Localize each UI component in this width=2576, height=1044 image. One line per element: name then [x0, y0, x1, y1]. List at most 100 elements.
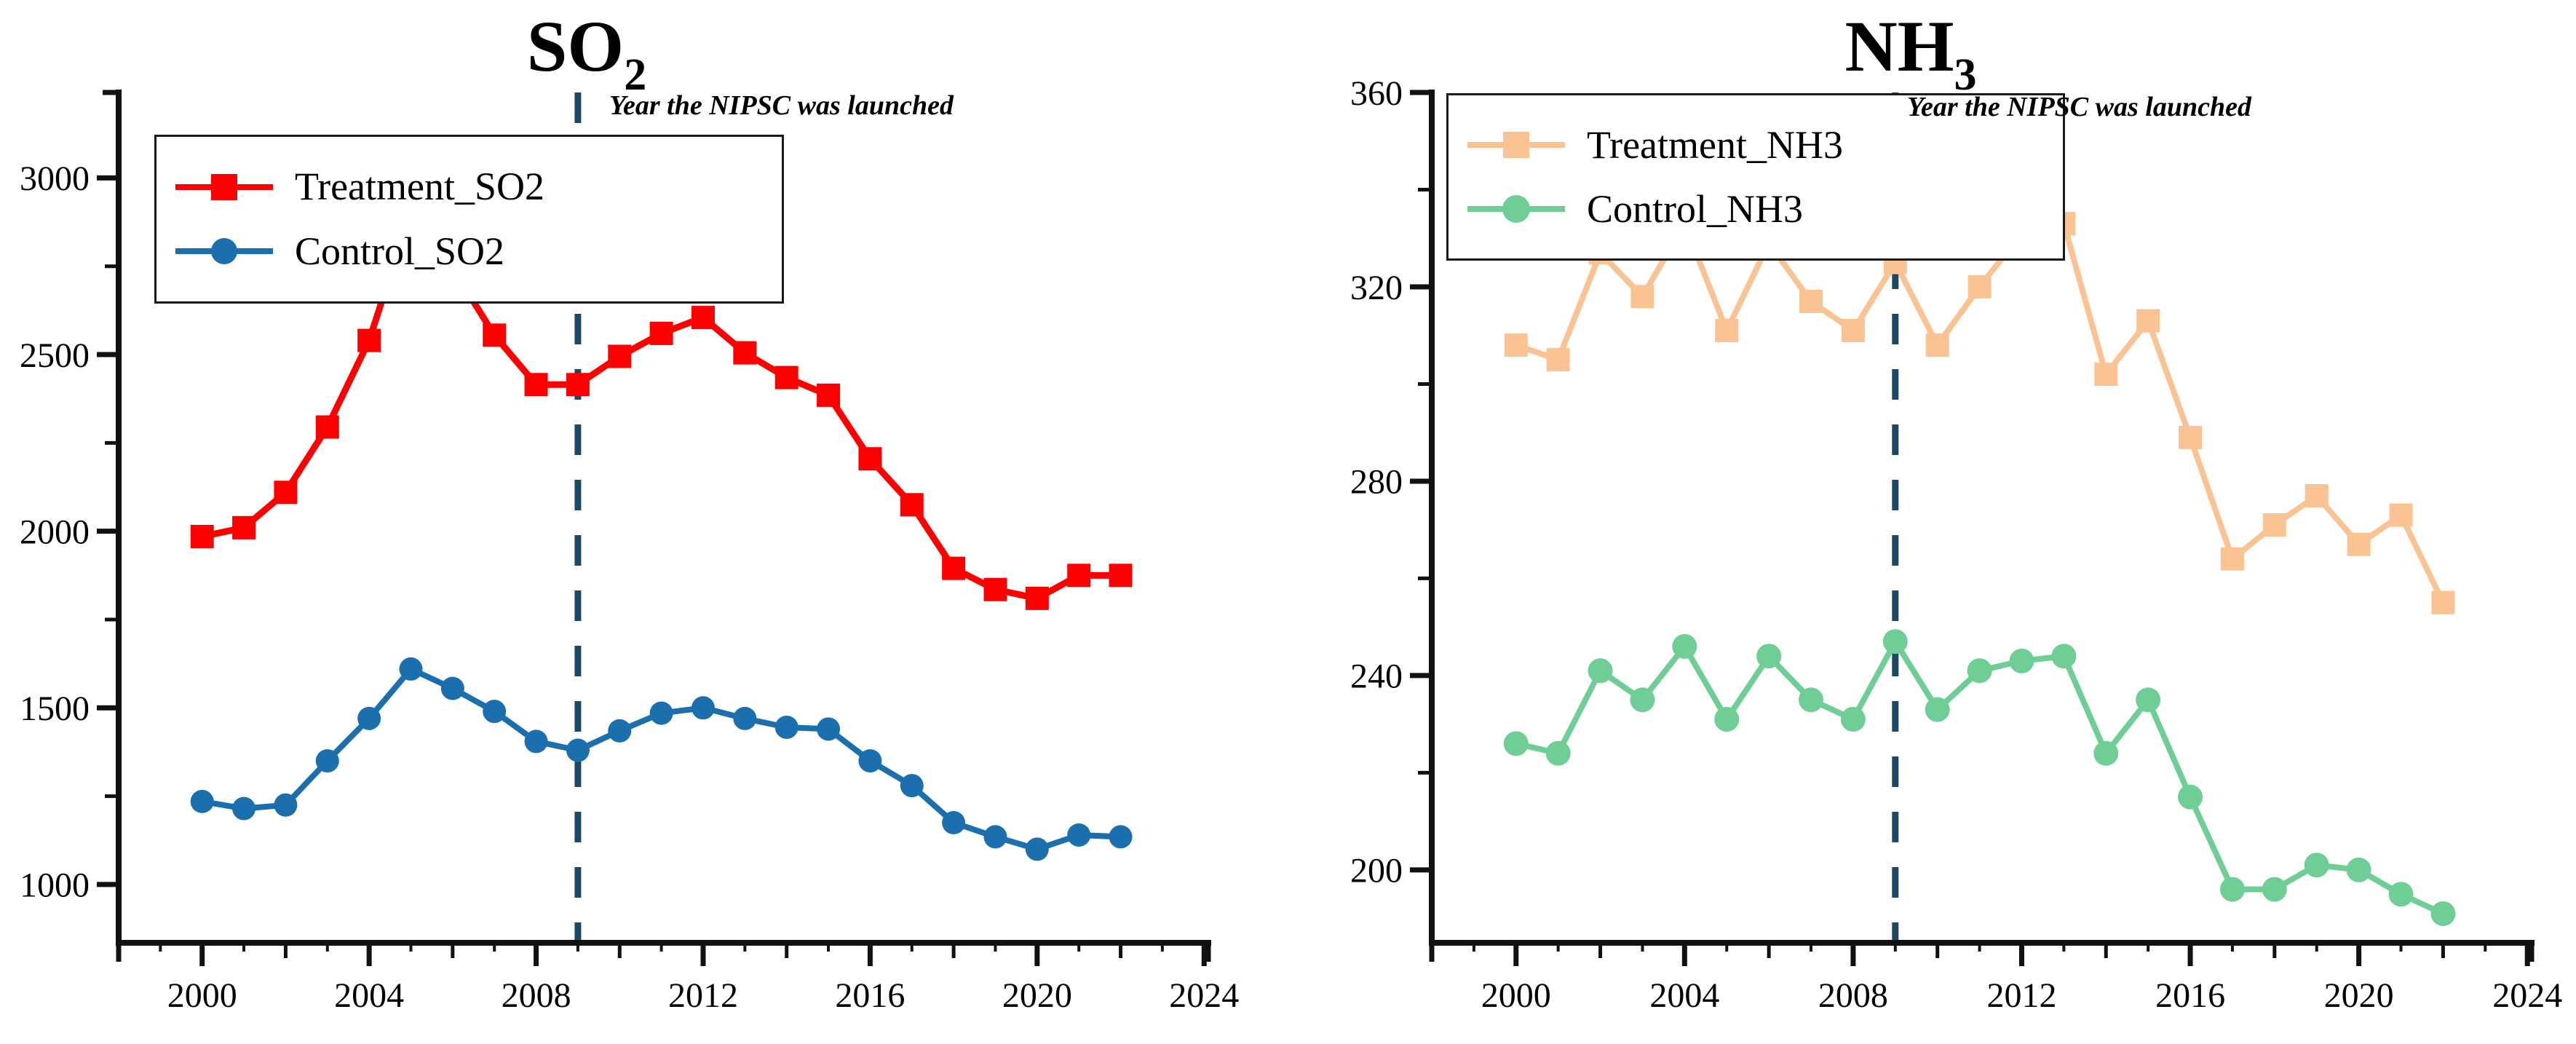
legend-item-control-so2: Control_SO2 [175, 231, 763, 272]
Treatment_SO2-data-point-marker [649, 321, 673, 345]
x-tick-label: 2004 [334, 976, 404, 1015]
x-tick-label: 2000 [1481, 976, 1551, 1015]
control-so2-swatch-icon [175, 237, 273, 266]
Control_NH3-data-point-marker [1967, 658, 1992, 684]
legend-label-control-nh3: Control_NH3 [1587, 186, 1803, 231]
square-marker-icon [211, 173, 237, 200]
Treatment_SO2-data-point-marker [274, 481, 298, 505]
legend-label-control-so2: Control_SO2 [295, 229, 505, 274]
x-tick-label: 2020 [2324, 976, 2394, 1015]
Control_SO2-data-point-marker [858, 749, 882, 773]
Control_SO2-data-point-marker [691, 696, 715, 720]
y-tick-label: 2500 [20, 336, 90, 375]
Treatment_SO2-data-point-marker [1109, 563, 1133, 588]
Treatment_SO2-data-point-marker [1025, 586, 1049, 610]
nh3-title-text: NH [1844, 6, 1954, 87]
Treatment_NH3-data-point-marker [2304, 483, 2329, 507]
Control_NH3-data-point-marker [1840, 706, 1866, 732]
Control_NH3-data-point-marker [1588, 658, 1613, 684]
Treatment_SO2-data-point-marker [524, 373, 548, 397]
Control_NH3-data-point-marker [2219, 877, 2245, 902]
Treatment_SO2-data-point-marker [774, 365, 798, 389]
Treatment_NH3-data-point-marker [1546, 348, 1570, 372]
control-nh3-swatch-icon [1467, 194, 1565, 224]
Treatment_SO2-data-point-marker [232, 515, 256, 539]
x-tick-label: 2016 [835, 976, 905, 1015]
Control_SO2-data-point-marker [524, 729, 548, 754]
Treatment_NH3-data-point-marker [2136, 309, 2160, 333]
Treatment_NH3-data-point-marker [2094, 363, 2118, 387]
x-tick-label: 2008 [1818, 976, 1888, 1015]
axes: 200 240 280 320 360 2000 2004 2008 2012 2016 2020 2… [1350, 74, 2562, 1015]
Treatment_SO2-data-point-marker [608, 344, 632, 368]
Treatment_SO2-data-point-marker [357, 328, 381, 352]
y-tick-label: 1500 [20, 689, 90, 728]
y-tick-label: 240 [1350, 657, 1403, 696]
so2-chart: 1000 1500 2000 2500 3000 2000 2004 2008 2012 2016… [20, 10, 1239, 1016]
Control_SO2-data-point-marker [817, 717, 841, 741]
Treatment_SO2-data-point-marker [566, 373, 590, 397]
y-tick-label: 280 [1350, 463, 1403, 502]
Treatment_SO2-data-point-marker [942, 556, 966, 580]
Control_NH3-data-point-marker [1503, 731, 1529, 756]
Control_NH3-data-point-marker [1756, 644, 1782, 669]
x-tick-label: 2012 [1986, 976, 2056, 1015]
Control_NH3-data-point-marker [2051, 644, 2077, 669]
y-tick-label: 3000 [20, 159, 90, 198]
Control_NH3-data-point-marker [1672, 633, 1697, 659]
circle-marker-icon [211, 238, 237, 265]
nh3-plot-svg: 200 240 280 320 360 2000 2004 2008 2012 2016 2020 2… [1350, 74, 2562, 1015]
legend-label-treatment-so2: Treatment_SO2 [295, 165, 545, 209]
Control_NH3-data-point-marker [2346, 857, 2371, 882]
Treatment_NH3-data-point-marker [1630, 285, 1654, 309]
nh3-legend: Treatment_NH3 Control_NH3 [1446, 93, 2065, 261]
Treatment_SO2-data-point-marker [1067, 563, 1091, 588]
Treatment_NH3-data-point-marker [2179, 425, 2203, 449]
Control_SO2-data-point-marker [983, 825, 1007, 849]
nh3-title-subscript: 3 [1954, 50, 1977, 100]
Control_NH3-data-point-marker [1545, 740, 1571, 766]
Control_NH3-data-point-marker [2136, 687, 2161, 713]
series-Treatment_NH3 [1504, 212, 2455, 614]
so2-title-subscript: 2 [624, 50, 647, 100]
Control_NH3-data-point-marker [2178, 784, 2203, 810]
Control_SO2-data-point-marker [566, 738, 590, 762]
axes: 1000 1500 2000 2500 3000 2000 2004 2008 2012 2016… [20, 90, 1239, 1015]
treatment-nh3-swatch-icon [1467, 130, 1565, 159]
Control_SO2-data-point-marker [1067, 823, 1091, 847]
so2-legend: Treatment_SO2 Control_SO2 [154, 135, 784, 304]
y-tick-label: 1000 [20, 866, 90, 905]
treatment-so2-swatch-icon [175, 173, 273, 202]
Treatment_NH3-data-point-marker [1925, 333, 1949, 357]
Control_SO2-data-point-marker [649, 701, 673, 725]
Treatment_SO2-data-point-marker [858, 447, 882, 471]
Control_SO2-data-point-marker [274, 793, 298, 817]
Control_SO2-data-point-marker [1025, 837, 1049, 861]
x-tick-label: 2008 [502, 976, 571, 1015]
Control_NH3-data-point-marker [1714, 706, 1740, 732]
Control_SO2-data-point-marker [190, 789, 214, 813]
Control_NH3-data-point-marker [1882, 629, 1908, 655]
circle-marker-icon [1502, 195, 1530, 224]
Control_NH3-data-point-marker [2009, 648, 2034, 673]
legend-item-control-nh3: Control_NH3 [1467, 189, 2044, 230]
Control_SO2-data-point-marker [315, 749, 339, 773]
square-marker-icon [1503, 131, 1529, 158]
so2-plot-svg: 1000 1500 2000 2500 3000 2000 2004 2008 2012 2016… [20, 90, 1239, 1015]
Control_SO2-data-point-marker [733, 706, 757, 730]
nh3-chart: 200 240 280 320 360 2000 2004 2008 2012 2016 2020 2… [1288, 0, 2576, 1044]
Treatment_NH3-data-point-marker [2431, 590, 2455, 614]
Treatment_SO2-data-point-marker [733, 341, 757, 365]
Control_SO2-data-point-marker [942, 811, 966, 835]
Treatment_SO2-data-point-marker [817, 383, 841, 407]
Treatment_SO2-data-point-marker [691, 306, 715, 330]
Treatment_NH3-data-point-marker [2347, 532, 2371, 556]
legend-item-treatment-nh3: Treatment_NH3 [1467, 124, 2044, 166]
Control_NH3-data-point-marker [2430, 901, 2456, 926]
series-Control_SO2 [190, 657, 1133, 861]
Control_SO2-data-point-marker [900, 774, 924, 798]
so2-chart-title: SO2 [527, 10, 646, 98]
Treatment_NH3-data-point-marker [1504, 333, 1528, 357]
Control_NH3-data-point-marker [2304, 853, 2329, 878]
Treatment_SO2-data-point-marker [983, 577, 1007, 601]
